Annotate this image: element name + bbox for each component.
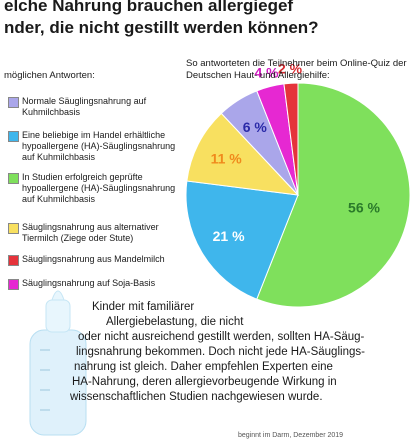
legend-item: Normale Säuglingsnahrung auf Kuhmilchbas… [8,96,178,118]
title: nder, die nicht gestillt werden können? [4,18,319,37]
legend-swatch [8,97,19,108]
note: Kinder mit familiärer Allergiebelastung, … [70,300,365,405]
legend-swatch [8,223,19,234]
legend-item: Säuglingsnahrung auf Soja-Basis [8,278,178,290]
footer: beginnt im Darm, Dezember 2019 [238,432,344,439]
pie-slice [256,82,411,308]
note-line: Kinder mit familiärer [92,301,195,313]
legend-label: Normale Säuglingsnahrung auf Kuhmilchbas… [22,96,147,117]
pie-slice [186,112,300,196]
legend-item: In Studien erfolgreich geprüfte hypoalle… [8,172,178,205]
note-line: lingsnahrung bekommen. Doch nicht jede H… [76,346,365,358]
legend-label: Säuglingsnahrung aus alternativer Tiermi… [22,222,159,243]
legend-label: Eine beliebige im Handel erhältliche hyp… [22,130,176,162]
data-label: 56 % [348,200,380,216]
legend-item: Säuglingsnahrung aus alternativer Tiermi… [8,222,178,244]
data-label: 2 % [278,61,303,77]
legend-swatch [8,279,19,290]
data-label: 11 % [211,150,243,166]
note-line: Allergiebelastung, die nicht [106,316,244,328]
note-line: HA-Nahrung, deren allergievorbeugende Wi… [72,376,337,388]
pie-slice [185,180,299,300]
legend-swatch [8,131,19,142]
legend-label: In Studien erfolgreich geprüfte hypoalle… [22,172,176,204]
note-line: nahrung ist gleich. Daher empfehlen Expe… [74,361,333,373]
legend-label: Säuglingsnahrung auf Soja-Basis [22,278,156,288]
data-label: 6 % [243,119,268,135]
subtitle: So antworteten die Teilnehmer beim Onlin… [186,58,407,81]
bottle [29,290,87,436]
note-line: wissenschaftlichen Studien nachgewiesen … [70,391,323,403]
legend-swatch [8,173,19,184]
legend-item: Eine beliebige im Handel erhältliche hyp… [8,130,178,163]
legend-title: möglichen Antworten: [4,70,95,81]
data-label: 4 % [254,64,279,80]
data-label: 21 % [213,228,245,244]
legend-item: Säuglingsnahrung aus Mandelmilch [8,254,178,266]
pie-slice [283,82,299,196]
note-line: oder nicht ausreichend gestillt werden, … [78,331,365,343]
title: elche Nahrung brauchen allergiegef [4,0,294,15]
legend-swatch [8,255,19,266]
legend-label: Säuglingsnahrung aus Mandelmilch [22,254,165,264]
